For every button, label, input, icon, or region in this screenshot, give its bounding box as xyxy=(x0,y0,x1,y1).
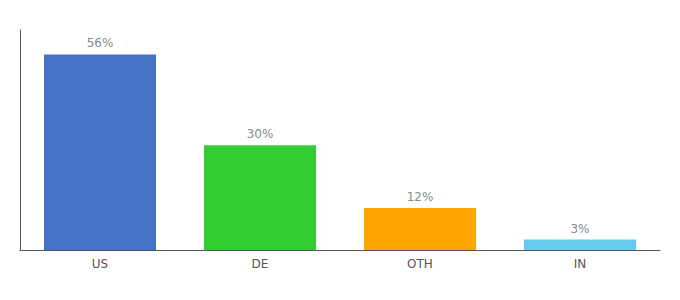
svg-text:30%: 30% xyxy=(247,127,274,141)
svg-text:US: US xyxy=(92,257,108,271)
svg-text:DE: DE xyxy=(252,257,269,271)
svg-text:3%: 3% xyxy=(570,222,589,236)
svg-text:56%: 56% xyxy=(87,36,114,50)
svg-text:12%: 12% xyxy=(407,190,434,204)
svg-text:IN: IN xyxy=(574,257,587,271)
svg-text:OTH: OTH xyxy=(407,257,433,271)
